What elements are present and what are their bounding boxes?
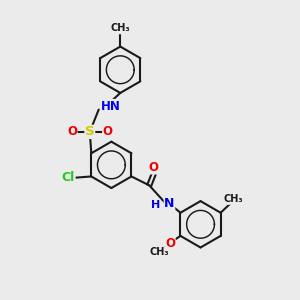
Text: N: N [164,197,175,210]
Text: CH₃: CH₃ [224,194,244,204]
Text: O: O [67,125,77,138]
Text: CH₃: CH₃ [110,23,130,33]
Text: Cl: Cl [62,171,75,184]
Text: H: H [151,200,160,210]
Text: O: O [165,237,175,250]
Text: HN: HN [101,100,121,112]
Text: O: O [149,161,159,174]
Text: CH₃: CH₃ [150,247,169,257]
Text: S: S [85,125,94,138]
Text: O: O [103,125,112,138]
